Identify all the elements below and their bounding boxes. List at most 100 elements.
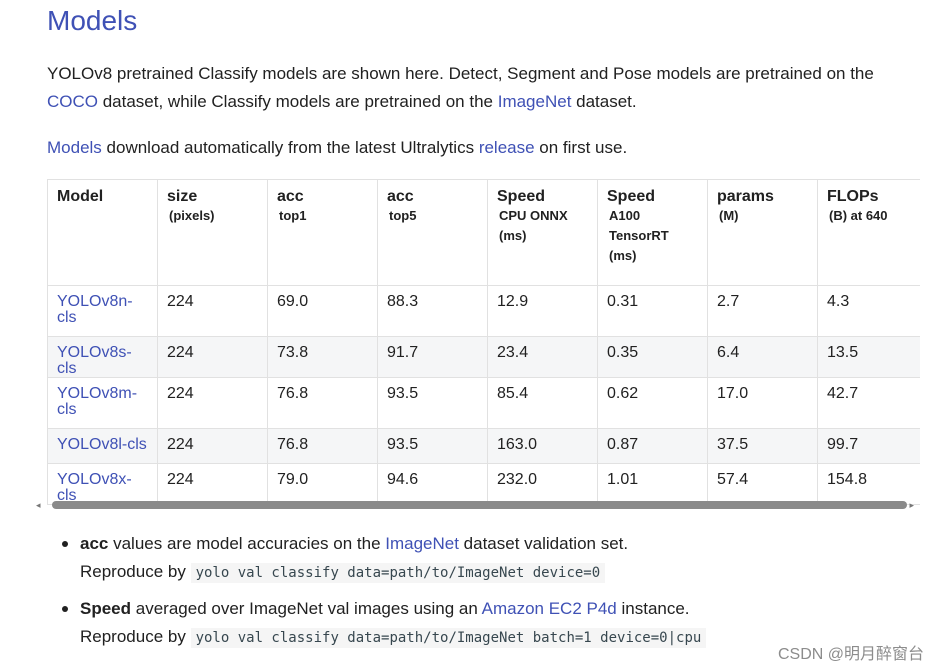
model-link-text: YOLOv8x-cls: [57, 471, 132, 504]
intro-text: dataset.: [571, 92, 637, 111]
table-cell-acc-top1: 76.8: [267, 428, 378, 464]
column-header-sublabel: CPU ONNX: [499, 208, 568, 223]
model-link[interactable]: YOLOv8n-cls: [57, 293, 133, 326]
models-table-container: Model size (pixels) acc top1 acc top5 Speed CPU …: [47, 179, 920, 505]
column-header-sublabel: (B) at 640: [829, 208, 888, 223]
table-cell-acc-top1: 69.0: [267, 285, 378, 337]
table-cell-params: 6.4: [707, 336, 818, 378]
table-cell-flops: 154.8: [817, 463, 920, 505]
table-header-row: Model size (pixels) acc top1 acc top5 Speed CPU …: [47, 179, 920, 286]
table-cell-size: 224: [157, 428, 268, 464]
column-header-label: params: [717, 188, 774, 205]
column-header: Speed CPU ONNX (ms): [487, 179, 598, 286]
column-header-sublabel: TensorRT: [609, 228, 669, 243]
table-cell-acc-top1: 73.8: [267, 336, 378, 378]
model-cell: YOLOv8s-cls: [47, 336, 158, 378]
table-cell-params: 17.0: [707, 377, 818, 429]
model-link-text: YOLOv8m-: [57, 385, 138, 402]
model-link[interactable]: YOLOv8s-cls: [57, 344, 132, 377]
scroll-right-icon[interactable]: ▸: [909, 500, 914, 510]
table-cell-flops: 99.7: [817, 428, 920, 464]
bullet-icon: [62, 541, 68, 547]
code-snippet: yolo val classify data=path/to/ImageNet …: [190, 628, 707, 648]
table-cell-acc-top5: 88.3: [377, 285, 488, 337]
note-text: dataset validation set.: [458, 534, 629, 553]
table-cell-params: 2.7: [707, 285, 818, 337]
table-cell-speed-a100: 0.31: [597, 285, 708, 337]
reproduce-label: Reproduce by: [80, 627, 191, 646]
intro-paragraph: YOLOv8 pretrained Classify models are sh…: [47, 60, 917, 116]
table-cell-speed-cpu: 23.4: [487, 336, 598, 378]
imagenet-link[interactable]: ImageNet: [497, 92, 572, 111]
reproduce-label: Reproduce by: [80, 562, 191, 581]
intro-text: YOLOv8 pretrained Classify models are sh…: [47, 64, 874, 83]
scrollbar-thumb[interactable]: [52, 501, 907, 509]
table-cell-acc-top1: 76.8: [267, 377, 378, 429]
download-paragraph: Models download automatically from the l…: [47, 134, 917, 162]
table-cell-acc-top5: 94.6: [377, 463, 488, 505]
column-header-label: Model: [57, 188, 104, 205]
amazon-ec2-link[interactable]: Amazon EC2 P4d: [481, 599, 617, 618]
models-table: Model size (pixels) acc top1 acc top5 Speed CPU …: [47, 179, 920, 505]
coco-link[interactable]: COCO: [47, 92, 98, 111]
table-cell-speed-cpu: 163.0: [487, 428, 598, 464]
table-body: YOLOv8n-cls 224 69.0 88.3 12.9 0.31 2.7 4.3 YOLO…: [47, 285, 920, 505]
bullet-icon: [62, 606, 68, 612]
download-text: download automatically from the latest U…: [101, 138, 479, 157]
model-cell: YOLOv8m-cls: [47, 377, 158, 429]
column-header: acc top1: [267, 179, 378, 286]
column-header-sublabel: top5: [389, 208, 417, 223]
table-cell-speed-a100: 0.87: [597, 428, 708, 464]
model-cell: YOLOv8n-cls: [47, 285, 158, 337]
column-header: FLOPs (B) at 640: [817, 179, 920, 286]
note-term: Speed: [80, 599, 132, 618]
column-header-sublabel: (pixels): [169, 208, 215, 223]
table-row: YOLOv8m-cls 224 76.8 93.5 85.4 0.62 17.0 42.7: [47, 377, 920, 429]
table-cell-acc-top5: 91.7: [377, 336, 488, 378]
model-link-text: cls: [57, 309, 77, 326]
table-cell-acc-top1: 79.0: [267, 463, 378, 505]
table-cell-flops: 4.3: [817, 285, 920, 337]
table-cell-acc-top5: 93.5: [377, 428, 488, 464]
column-header-sublabel: (ms): [499, 228, 527, 243]
column-header-label: Speed: [607, 188, 656, 205]
list-item: acc values are model accuracies on the I…: [62, 530, 922, 587]
list-item: Speed averaged over ImageNet val images …: [62, 595, 922, 652]
model-cell: YOLOv8x-cls: [47, 463, 158, 505]
notes-list: acc values are model accuracies on the I…: [62, 530, 922, 652]
imagenet-link[interactable]: ImageNet: [385, 534, 459, 553]
model-link-text: YOLOv8l-cls: [57, 436, 147, 453]
column-header: Model: [47, 179, 158, 286]
table-cell-flops: 13.5: [817, 336, 920, 378]
watermark: CSDN @明月醉窗台: [777, 646, 924, 663]
table-cell-acc-top5: 93.5: [377, 377, 488, 429]
table-row: YOLOv8l-cls 224 76.8 93.5 163.0 0.87 37.5 99.7: [47, 428, 920, 464]
column-header-sublabel: (ms): [609, 248, 637, 263]
table-cell-size: 224: [157, 463, 268, 505]
column-header: params (M): [707, 179, 818, 286]
model-link-text: YOLOv8n-: [57, 293, 133, 310]
model-link[interactable]: YOLOv8x-cls: [57, 471, 132, 504]
table-row: YOLOv8n-cls 224 69.0 88.3 12.9 0.31 2.7 4.3: [47, 285, 920, 337]
column-header-label: size: [167, 188, 198, 205]
models-link[interactable]: Models: [47, 138, 102, 157]
model-link[interactable]: YOLOv8m-cls: [57, 385, 137, 418]
model-cell: YOLOv8l-cls: [47, 428, 158, 464]
note-text: values are model accuracies on the: [108, 534, 386, 553]
scroll-left-icon[interactable]: ◂: [36, 500, 41, 510]
release-link[interactable]: release: [478, 138, 535, 157]
note-term: acc: [80, 534, 109, 553]
table-row: YOLOv8x-cls 224 79.0 94.6 232.0 1.01 57.4 154.8: [47, 463, 920, 505]
model-link[interactable]: YOLOv8l-cls: [57, 436, 147, 453]
table-cell-speed-a100: 0.35: [597, 336, 708, 378]
model-link-text: YOLOv8s-cls: [57, 344, 132, 377]
column-header-sublabel: top1: [279, 208, 307, 223]
column-header: size (pixels): [157, 179, 268, 286]
table-cell-flops: 42.7: [817, 377, 920, 429]
table-cell-speed-a100: 0.62: [597, 377, 708, 429]
horizontal-scrollbar[interactable]: ◂ ▸: [34, 498, 916, 512]
column-header-label: FLOPs: [827, 188, 879, 205]
table-cell-params: 37.5: [707, 428, 818, 464]
table-cell-speed-cpu: 85.4: [487, 377, 598, 429]
column-header: Speed A100 TensorRT (ms): [597, 179, 708, 286]
